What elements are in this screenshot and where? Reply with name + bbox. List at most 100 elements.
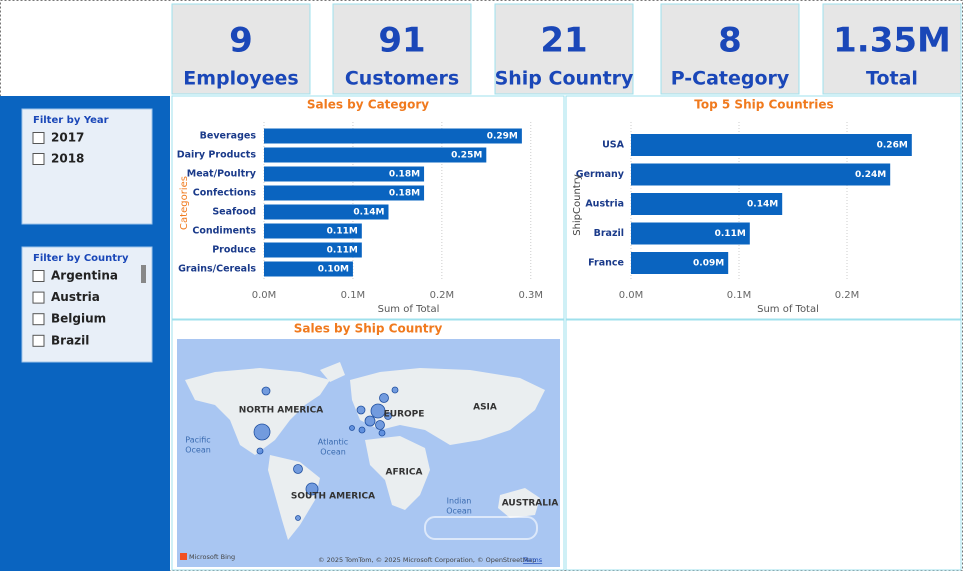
checkbox[interactable] [32, 270, 45, 282]
bar [264, 166, 425, 182]
bar [264, 204, 389, 220]
value-label: 0.29M [487, 132, 518, 142]
kpi-label: Total [866, 68, 918, 90]
ocean-label: Ocean [185, 446, 211, 455]
slicer-title: Filter by Year [33, 115, 109, 126]
bubble [349, 425, 355, 431]
region-label: NORTH AMERICA [239, 406, 323, 416]
x-tick-label: 0.0M [252, 290, 277, 301]
map-brand: Microsoft Bing [189, 553, 235, 561]
bar [264, 147, 487, 163]
bubble [256, 447, 264, 455]
ocean-label: Pacific [185, 436, 210, 445]
slicer-option: Argentina [51, 269, 118, 283]
land [365, 436, 430, 510]
bubble [293, 464, 303, 474]
bubble [358, 426, 366, 434]
bubble [370, 403, 386, 419]
value-label: 0.14M [747, 200, 778, 210]
slicer-option: Austria [51, 290, 100, 304]
slicer-title: Filter by Country [33, 253, 129, 264]
bar [631, 222, 750, 245]
region-label: SOUTH AMERICA [291, 492, 375, 502]
category-label: Austria [585, 199, 624, 210]
checkbox[interactable] [32, 132, 45, 144]
bar [264, 128, 522, 144]
map-scale [424, 516, 538, 540]
panel [565, 319, 962, 571]
category-label: USA [602, 140, 625, 151]
chart-title: Sales by Category [307, 98, 429, 112]
kpi-value: 21 [540, 21, 587, 61]
kpi-card [822, 3, 962, 95]
bar [631, 252, 729, 274]
x-tick-label: 0.2M [430, 290, 455, 301]
kpi-label: Employees [183, 68, 298, 90]
chart-title: Top 5 Ship Countries [694, 98, 833, 112]
category-label: Dairy Products [177, 150, 257, 161]
category-label: Brazil [594, 228, 624, 239]
kpi-label: P-Category [671, 68, 790, 90]
checkbox[interactable] [32, 334, 45, 347]
map: NORTH AMERICA EUROPE ASIA AFRICA SOUTH AMERI… [177, 339, 560, 567]
x-axis-label: Sum of Total [757, 304, 819, 315]
y-axis-label: ShipCountry [572, 174, 583, 236]
category-label: Beverages [200, 131, 257, 142]
value-label: 0.24M [855, 170, 886, 180]
bubble [375, 420, 385, 430]
value-label: 0.10M [318, 265, 349, 275]
checkbox[interactable] [32, 291, 45, 304]
slicer-option: Brazil [51, 333, 89, 347]
bar [631, 193, 783, 215]
category-label: Meat/Poultry [187, 169, 257, 180]
bar [631, 163, 891, 186]
kpi-card [660, 3, 800, 95]
checkbox[interactable] [32, 313, 45, 326]
x-axis-label: Sum of Total [378, 304, 440, 315]
region-label: ASIA [473, 403, 497, 413]
land [268, 455, 320, 540]
value-label: 0.11M [327, 246, 358, 256]
checkbox[interactable] [32, 153, 45, 165]
slicer [21, 108, 153, 225]
value-label: 0.18M [389, 170, 420, 180]
brand-logo [180, 553, 187, 560]
kpi-value: 91 [378, 21, 425, 61]
region-label: AUSTRALIA [502, 499, 559, 509]
bubble [379, 393, 389, 403]
kpi-card [494, 3, 634, 95]
kpi-value: 1.35M [833, 21, 951, 61]
kpi-label: Ship Country [495, 68, 634, 90]
value-label: 0.26M [877, 141, 908, 151]
x-tick-label: 0.1M [341, 290, 366, 301]
bar [264, 223, 362, 239]
bubble [378, 429, 386, 437]
chart-title: Sales by Ship Country [294, 322, 443, 336]
bubble [253, 423, 271, 441]
category-label: Seafood [212, 207, 256, 218]
value-label: 0.25M [451, 151, 482, 161]
bubble [364, 415, 376, 427]
land [350, 368, 545, 445]
bubble [261, 386, 271, 396]
category-label: Confections [193, 188, 257, 199]
kpi-value: 9 [229, 21, 253, 61]
land [185, 368, 330, 455]
slicer-option: 2017 [51, 131, 84, 145]
bubble [356, 405, 366, 415]
map-terms[interactable]: Terms [522, 556, 543, 564]
land [320, 362, 345, 382]
kpi-card [171, 3, 311, 95]
bar [631, 134, 912, 156]
x-tick-label: 0.1M [727, 290, 752, 301]
bar [264, 261, 353, 277]
bar [264, 242, 362, 258]
y-axis-label: Categories [179, 176, 190, 230]
x-tick-label: 0.0M [619, 290, 644, 301]
bubble [384, 412, 392, 420]
bar [264, 185, 425, 201]
value-label: 0.11M [327, 227, 358, 237]
bubble [391, 386, 399, 394]
land [498, 488, 540, 518]
